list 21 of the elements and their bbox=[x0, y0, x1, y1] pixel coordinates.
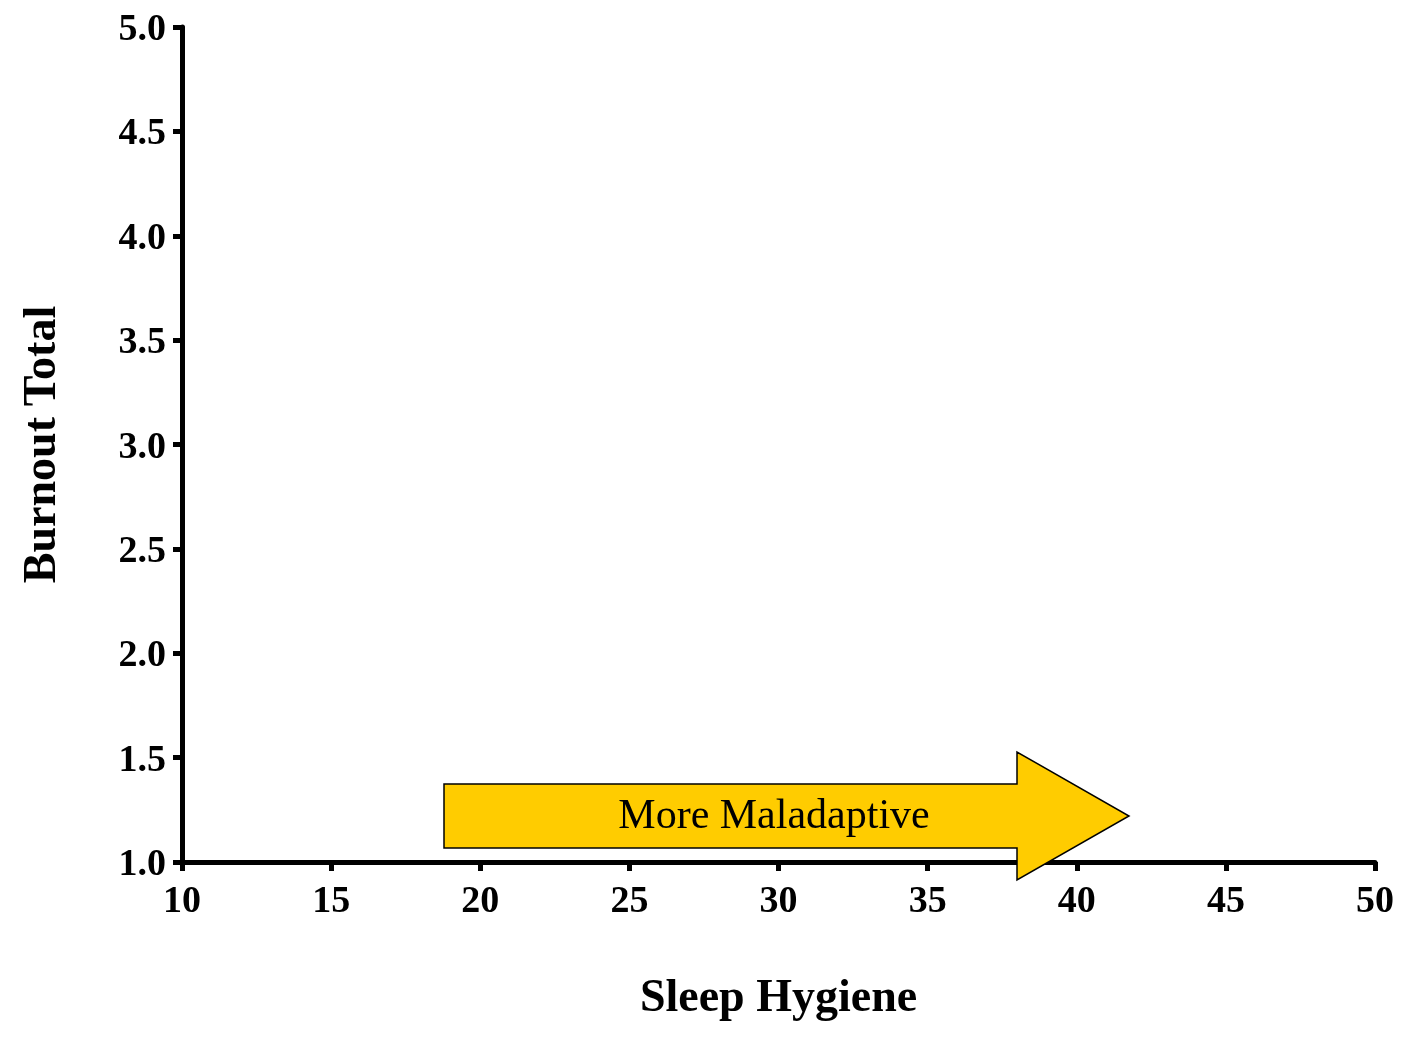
x-tick-label: 40 bbox=[1057, 878, 1096, 920]
x-tick-label: 50 bbox=[1356, 878, 1394, 920]
y-tick-label: 3.5 bbox=[118, 319, 166, 362]
y-tick-label: 4.5 bbox=[118, 110, 166, 153]
x-tick-label: 15 bbox=[312, 878, 351, 920]
y-tick-label: 4.0 bbox=[118, 214, 166, 257]
x-axis-title: Sleep Hygiene bbox=[639, 969, 918, 1021]
y-tick-label: 1.0 bbox=[118, 841, 166, 883]
x-tick-label: 35 bbox=[908, 878, 947, 920]
y-tick-label: 1.5 bbox=[118, 736, 166, 779]
annotation: More Maladaptive bbox=[617, 790, 931, 838]
x-tick-label: 25 bbox=[610, 878, 649, 920]
x-tick-label: 10 bbox=[163, 878, 201, 920]
x-tick-label: 45 bbox=[1206, 878, 1245, 920]
y-tick-label: 2.5 bbox=[118, 527, 166, 570]
y-tick-label: 2.0 bbox=[118, 632, 166, 675]
y-tick-label: 3.0 bbox=[118, 423, 166, 466]
x-tick-label: 30 bbox=[759, 878, 798, 920]
y-axis-title: Burnout Total bbox=[13, 305, 65, 584]
x-tick-label: 20 bbox=[461, 878, 500, 920]
y-tick-label: 5.0 bbox=[118, 6, 166, 48]
